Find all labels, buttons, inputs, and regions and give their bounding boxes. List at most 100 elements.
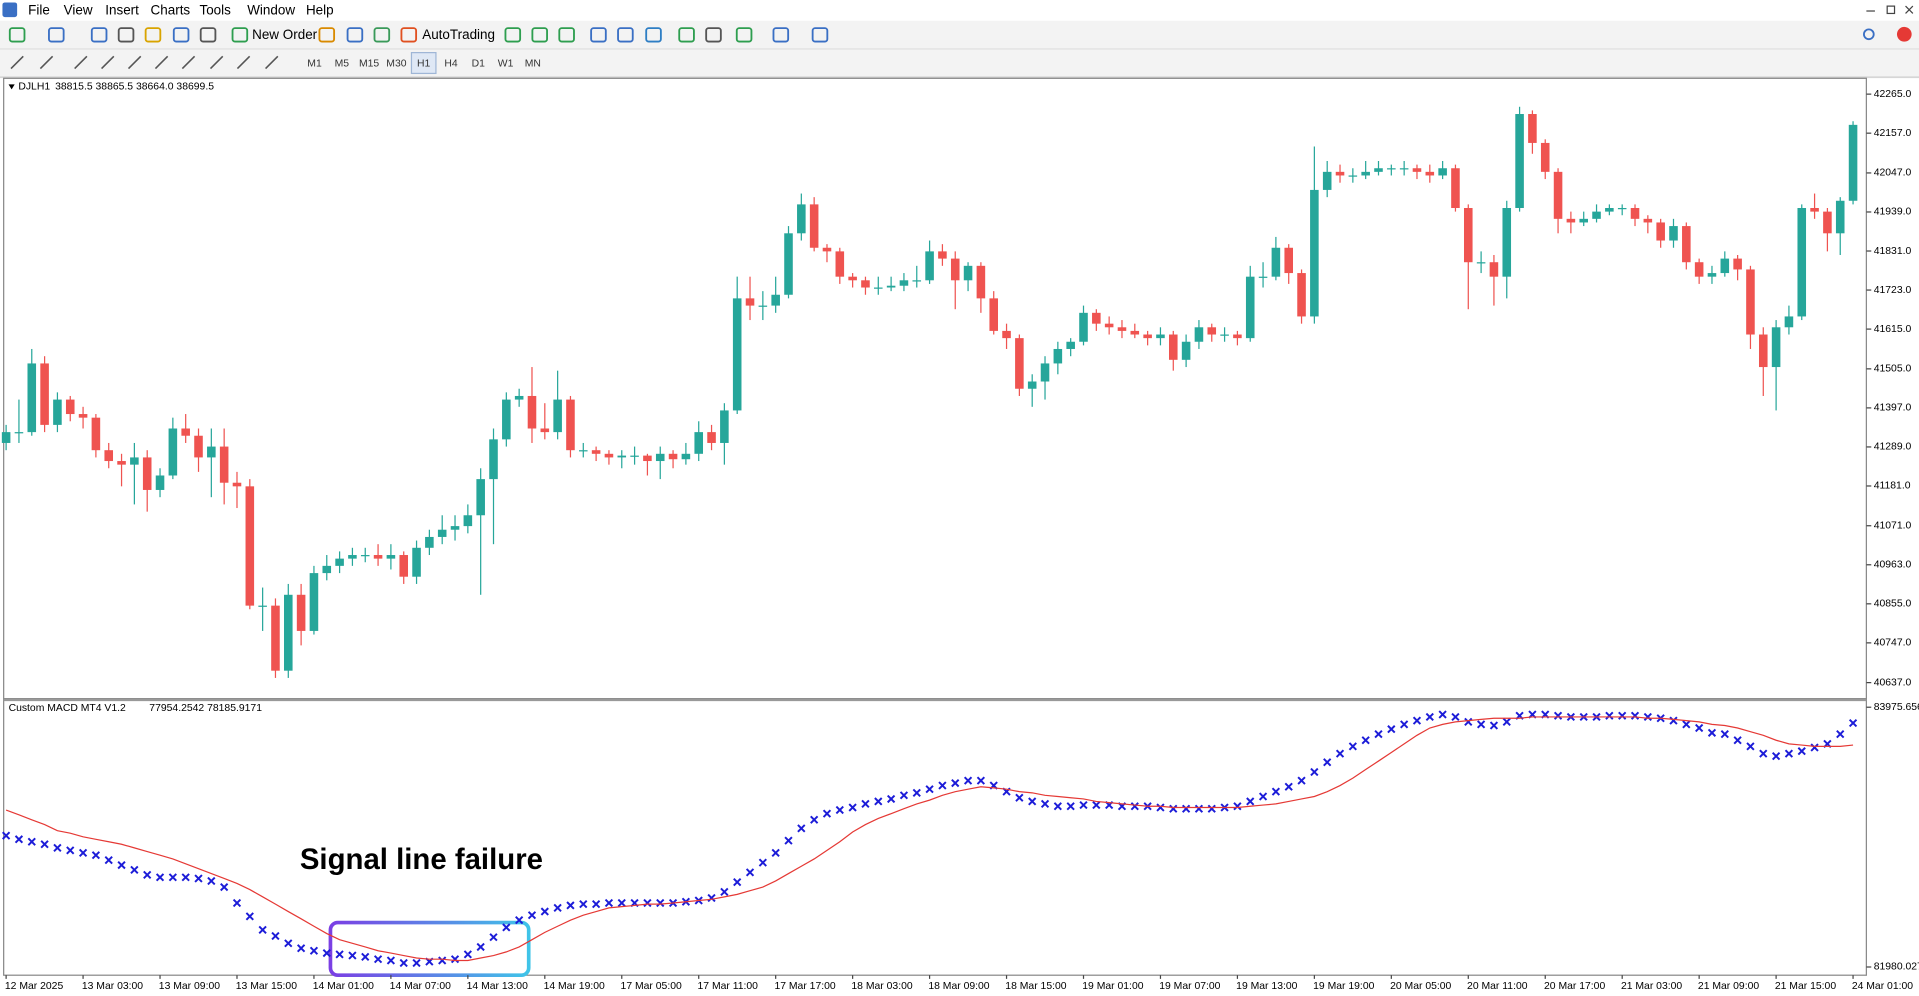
search-icon[interactable] [1863,28,1875,41]
menu-item[interactable]: Help [306,3,334,18]
macd-marker [1836,730,1845,739]
candle-body [630,455,639,457]
toolbar-button[interactable] [231,27,249,43]
candle-body [1617,207,1627,210]
toolbar-button[interactable] [811,27,829,43]
restore[interactable] [1886,5,1896,15]
candle-body [1053,348,1063,364]
timeframe-button[interactable]: H1 [417,58,431,69]
timeframe-button[interactable]: H4 [444,58,458,69]
macd-marker [951,778,960,788]
macd-marker [591,900,601,909]
candle-body [1412,168,1422,172]
chart-info: 77954.2542 78185.9171 [149,703,262,714]
toolbar-button[interactable] [199,27,217,43]
macd-marker [373,955,383,964]
drawing-tool[interactable] [265,55,279,70]
x-tick-label: 14 Mar 01:00 [313,981,374,992]
close[interactable] [1905,5,1914,14]
drawing-tool[interactable] [101,55,115,70]
candle-body [604,453,614,458]
macd-marker [1092,800,1101,810]
candle-body [1848,124,1858,201]
candle-body [284,594,293,671]
dropdown-arrow [8,84,15,90]
toolbar-button[interactable] [705,27,722,43]
candle-body [1015,338,1024,389]
toolbar-label[interactable]: New Order [252,27,318,42]
toolbar-button[interactable] [558,27,575,43]
macd-marker [925,785,934,794]
toolbar-button[interactable] [117,27,135,43]
candle-body [1579,218,1588,223]
timeframe-button[interactable]: W1 [498,58,514,69]
notification-icon[interactable] [1896,26,1912,42]
candle-body [1079,312,1088,342]
macd-marker [1040,799,1050,809]
toolbar-button[interactable] [8,27,26,43]
toolbar-button[interactable] [346,27,364,43]
macd-marker [335,950,344,959]
macd-marker [1707,728,1717,737]
toolbar-button[interactable] [90,27,108,43]
toolbar-button[interactable] [531,27,548,43]
menu-item[interactable]: Tools [199,3,231,18]
candle-body [1540,142,1550,172]
timeframe-button[interactable]: MN [525,58,541,69]
toolbar-label[interactable]: AutoTrading [422,27,495,42]
drawing-tool[interactable] [74,55,88,70]
drawing-tool[interactable] [209,55,224,70]
toolbar-button[interactable] [617,27,634,43]
macd-marker [822,809,832,818]
drawing-tool[interactable] [236,55,251,70]
candle-body [1194,327,1204,342]
drawing-tool[interactable] [181,55,196,70]
chart-title: Custom MACD MT4 V1.2 [9,703,126,714]
toolbar-button[interactable] [144,27,162,43]
candle-body [1117,327,1127,331]
macd-marker [643,898,652,908]
candle-body [1682,226,1691,263]
macd-marker [899,791,909,800]
timeframe-button[interactable]: M15 [359,58,379,69]
timeframe-button[interactable]: M30 [386,58,406,69]
drawing-tool[interactable] [127,55,142,70]
menu-item[interactable]: File [28,3,50,18]
toolbar-button[interactable] [172,27,190,43]
candle-body [1425,171,1435,176]
macd-marker [1130,802,1139,811]
timeframe-button[interactable]: D1 [472,58,486,69]
toolbar-button[interactable] [678,27,695,43]
macd-marker [361,952,370,961]
toolbar-button[interactable] [400,27,418,43]
timeframe-button[interactable]: M5 [335,58,350,69]
menu-item[interactable]: Window [247,3,295,18]
timeframe-button[interactable]: M1 [307,58,322,69]
toolbar-button[interactable] [48,27,65,43]
toolbar-button[interactable] [318,27,336,43]
menu-item[interactable]: View [64,3,93,18]
menu-item[interactable]: Insert [105,3,139,18]
candle-body [1245,276,1255,339]
toolbar-button[interactable] [772,27,790,43]
macd-marker [784,836,793,845]
candle-body [399,555,409,577]
candle-body [1502,207,1512,277]
toolbar-button[interactable] [735,27,753,43]
drawing-tool[interactable] [154,55,169,70]
menu-item[interactable]: Charts [151,3,191,18]
macd-marker [861,799,870,809]
x-tick-label: 21 Mar 03:00 [1621,981,1682,992]
candle-body [1515,114,1524,208]
toolbar-button[interactable] [373,27,391,43]
drawing-tool[interactable] [10,55,24,70]
toolbar-button[interactable] [645,27,662,43]
macd-marker [386,956,396,965]
candle-body [1297,273,1306,317]
toolbar-button[interactable] [590,27,607,43]
drawing-tool[interactable] [39,55,54,70]
macd-marker [181,873,190,882]
toolbar-button[interactable] [504,27,522,43]
x-tick-label: 13 Mar 15:00 [236,981,297,992]
macd-marker [1810,743,1819,752]
